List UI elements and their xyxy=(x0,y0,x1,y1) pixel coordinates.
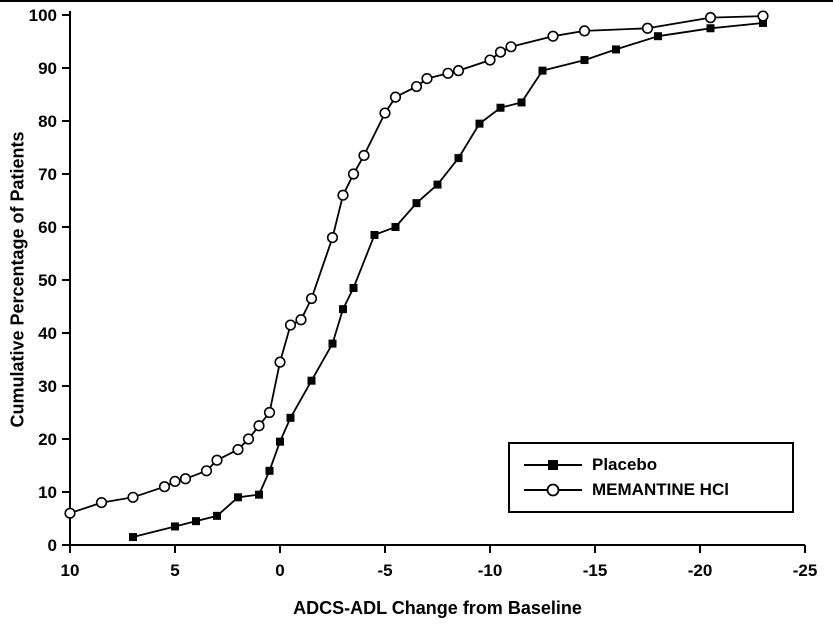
data-point-square xyxy=(538,66,547,75)
x-axis-title: ADCS-ADL Change from Baseline xyxy=(293,598,582,618)
y-tick-label: 40 xyxy=(38,324,57,343)
data-point-circle xyxy=(421,72,433,85)
data-point-circle xyxy=(379,107,391,119)
data-point-square xyxy=(759,18,767,27)
data-point-circle xyxy=(64,507,76,519)
top-border-rule xyxy=(0,0,833,2)
filled-square-marker-icon xyxy=(524,456,582,474)
data-point-square xyxy=(171,522,179,531)
data-point-square xyxy=(580,56,589,65)
data-point-square xyxy=(192,517,200,526)
data-point-square xyxy=(496,103,505,112)
data-point-square xyxy=(339,305,347,314)
data-point-circle xyxy=(484,54,496,66)
data-point-circle xyxy=(410,80,423,93)
y-tick-label: 80 xyxy=(38,112,57,131)
y-tick-label: 10 xyxy=(38,483,57,502)
data-point-circle xyxy=(505,41,517,53)
data-point-circle xyxy=(358,149,370,162)
data-point-circle xyxy=(337,189,349,201)
x-tick-label: 5 xyxy=(170,561,179,580)
series-memantine-hcl xyxy=(64,10,769,519)
data-point-circle xyxy=(127,491,139,503)
y-tick-label: 20 xyxy=(38,430,57,449)
data-point-circle xyxy=(232,444,244,456)
series-placebo xyxy=(129,18,767,542)
data-point-circle xyxy=(274,356,286,368)
open-circle-marker-icon xyxy=(524,481,582,499)
data-point-circle xyxy=(452,65,465,77)
data-point-circle xyxy=(211,454,223,466)
data-point-circle xyxy=(442,67,454,79)
data-point-square xyxy=(349,283,358,292)
data-point-square xyxy=(265,466,274,475)
data-point-circle xyxy=(347,168,360,180)
data-point-circle xyxy=(547,30,559,42)
data-point-circle xyxy=(242,433,255,445)
data-point-circle xyxy=(757,10,769,22)
data-point-square xyxy=(612,45,620,54)
y-tick-label: 30 xyxy=(38,377,57,396)
x-axis: 10 5 0 -5 -10 -15 -20 -25 xyxy=(61,545,818,580)
data-point-circle xyxy=(263,406,276,419)
legend-item-memantine: MEMANTINE HCl xyxy=(524,480,778,500)
data-point-square xyxy=(328,339,337,348)
data-point-circle xyxy=(326,232,339,244)
legend-label-placebo: Placebo xyxy=(592,455,658,474)
data-point-square xyxy=(286,413,295,422)
x-tick-label: 10 xyxy=(61,561,80,580)
data-point-circle xyxy=(295,314,307,326)
data-point-circle xyxy=(389,91,402,103)
data-point-circle xyxy=(578,25,591,37)
legend-label-memantine: MEMANTINE HCl xyxy=(592,480,729,499)
data-point-circle xyxy=(494,46,507,58)
axes xyxy=(69,11,805,546)
data-point-square xyxy=(307,376,316,385)
data-point-square xyxy=(412,199,421,208)
data-point-square xyxy=(475,119,484,128)
data-point-square xyxy=(234,493,242,502)
x-tick-label: -15 xyxy=(583,561,608,580)
data-point-circle xyxy=(305,292,318,305)
y-tick-label: 90 xyxy=(38,59,57,78)
y-tick-label: 0 xyxy=(48,536,57,555)
y-tick-label: 100 xyxy=(29,6,57,25)
y-axis-title: Cumulative Percentage of Patients xyxy=(7,131,28,428)
x-tick-label: -20 xyxy=(688,561,713,580)
data-point-circle xyxy=(95,497,108,509)
data-point-square xyxy=(276,437,284,446)
y-tick-label: 60 xyxy=(38,218,57,237)
legend: Placebo MEMANTINE HCl xyxy=(508,442,794,513)
data-point-square xyxy=(654,32,662,41)
data-point-square xyxy=(433,180,442,189)
data-point-square xyxy=(255,490,263,499)
data-point-square xyxy=(391,223,400,231)
x-tick-label: 0 xyxy=(275,561,284,580)
data-point-circle xyxy=(158,481,171,493)
data-point-circle xyxy=(641,22,654,34)
data-point-square xyxy=(370,230,379,239)
data-point-circle xyxy=(179,473,192,485)
x-tick-label: -5 xyxy=(377,561,392,580)
y-tick-label: 70 xyxy=(38,165,57,184)
legend-item-placebo: Placebo xyxy=(524,455,778,475)
data-point-circle xyxy=(704,12,717,24)
data-point-circle xyxy=(200,465,213,477)
data-point-circle xyxy=(169,475,181,488)
y-tick-label: 50 xyxy=(38,271,57,290)
data-point-circle xyxy=(253,420,265,432)
data-point-circle xyxy=(284,319,297,331)
data-point-square xyxy=(129,533,137,542)
data-point-square xyxy=(706,24,715,33)
data-point-square xyxy=(454,154,463,163)
data-point-square xyxy=(517,98,526,107)
data-point-square xyxy=(213,511,221,520)
y-axis: 0 10 20 30 40 50 60 70 80 90 100 xyxy=(29,6,70,555)
x-tick-label: -25 xyxy=(793,561,818,580)
x-tick-label: -10 xyxy=(478,561,503,580)
